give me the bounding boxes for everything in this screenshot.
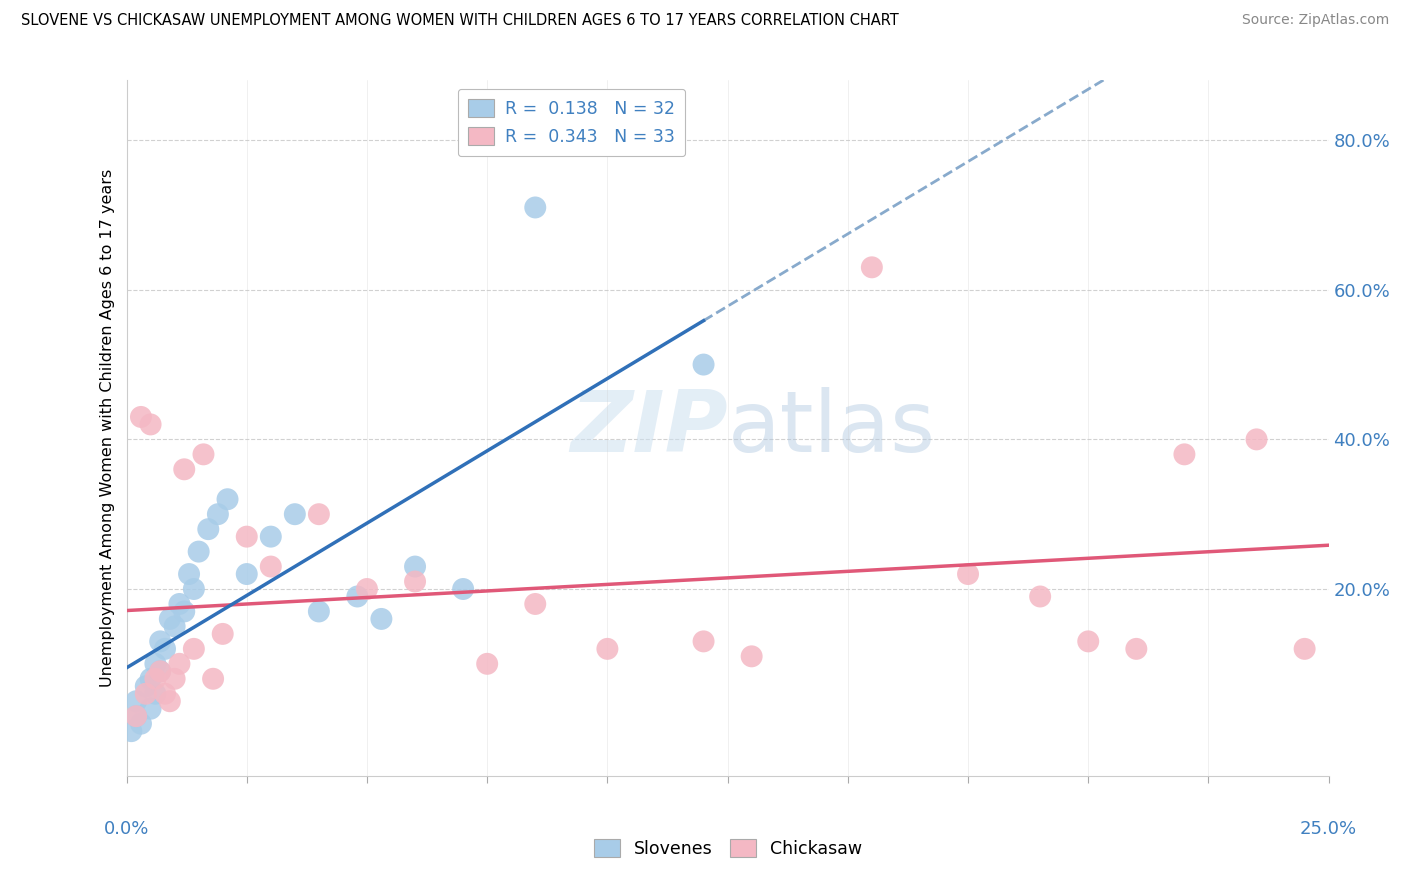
Point (235, 567, 259, 582)
Point (741, 649, 763, 664)
Point (145, 672, 167, 686)
Point (404, 574, 426, 589)
Point (524, 597, 547, 611)
Point (173, 462, 195, 476)
Legend: Slovenes, Chickasaw: Slovenes, Chickasaw (586, 832, 869, 864)
Point (260, 530, 283, 544)
Point (153, 641, 176, 656)
Point (475, 657, 498, 671)
Point (451, 582, 474, 596)
Point (145, 687, 167, 701)
Point (356, 582, 378, 596)
Point (235, 530, 259, 544)
Point (139, 672, 162, 686)
Text: 25.0%: 25.0% (1301, 820, 1357, 838)
Point (149, 634, 172, 648)
Point (284, 507, 307, 521)
Point (145, 657, 167, 671)
Point (169, 657, 191, 671)
Point (860, 260, 883, 275)
Point (524, 201, 547, 215)
Point (120, 724, 142, 739)
Point (207, 507, 229, 521)
Text: SLOVENE VS CHICKASAW UNEMPLOYMENT AMONG WOMEN WITH CHILDREN AGES 6 TO 17 YEARS C: SLOVENE VS CHICKASAW UNEMPLOYMENT AMONG … (21, 13, 898, 29)
Point (1077, 634, 1099, 648)
Point (404, 559, 426, 574)
Point (129, 409, 152, 424)
Point (183, 582, 205, 596)
Point (169, 597, 191, 611)
Y-axis label: Unemployment Among Women with Children Ages 6 to 17 years: Unemployment Among Women with Children A… (100, 169, 115, 687)
Point (370, 612, 392, 626)
Point (159, 694, 181, 708)
Point (177, 567, 200, 582)
Point (1246, 433, 1268, 447)
Point (187, 544, 209, 558)
Point (308, 507, 330, 521)
Point (692, 634, 714, 648)
Point (1125, 641, 1147, 656)
Point (149, 665, 172, 679)
Point (1173, 447, 1195, 461)
Point (139, 417, 162, 432)
Point (308, 604, 330, 618)
Point (1029, 590, 1052, 604)
Point (193, 447, 215, 461)
Text: 0.0%: 0.0% (104, 820, 149, 838)
Point (125, 709, 148, 723)
Point (260, 559, 283, 574)
Text: ZIP: ZIP (569, 386, 728, 470)
Point (125, 709, 148, 723)
Point (956, 567, 979, 582)
Point (197, 522, 219, 536)
Point (129, 716, 152, 731)
Point (153, 687, 176, 701)
Point (135, 679, 157, 693)
Point (163, 672, 186, 686)
Point (183, 641, 205, 656)
Point (149, 665, 172, 679)
Point (692, 358, 714, 372)
Text: atlas: atlas (728, 386, 935, 470)
Point (217, 492, 239, 507)
Point (125, 694, 148, 708)
Point (211, 627, 233, 641)
Point (173, 604, 195, 618)
Point (159, 612, 181, 626)
Point (596, 641, 619, 656)
Point (202, 672, 225, 686)
Point (135, 687, 157, 701)
Point (139, 702, 162, 716)
Point (1294, 641, 1316, 656)
Point (163, 619, 186, 633)
Point (346, 590, 368, 604)
Text: Source: ZipAtlas.com: Source: ZipAtlas.com (1241, 13, 1389, 28)
